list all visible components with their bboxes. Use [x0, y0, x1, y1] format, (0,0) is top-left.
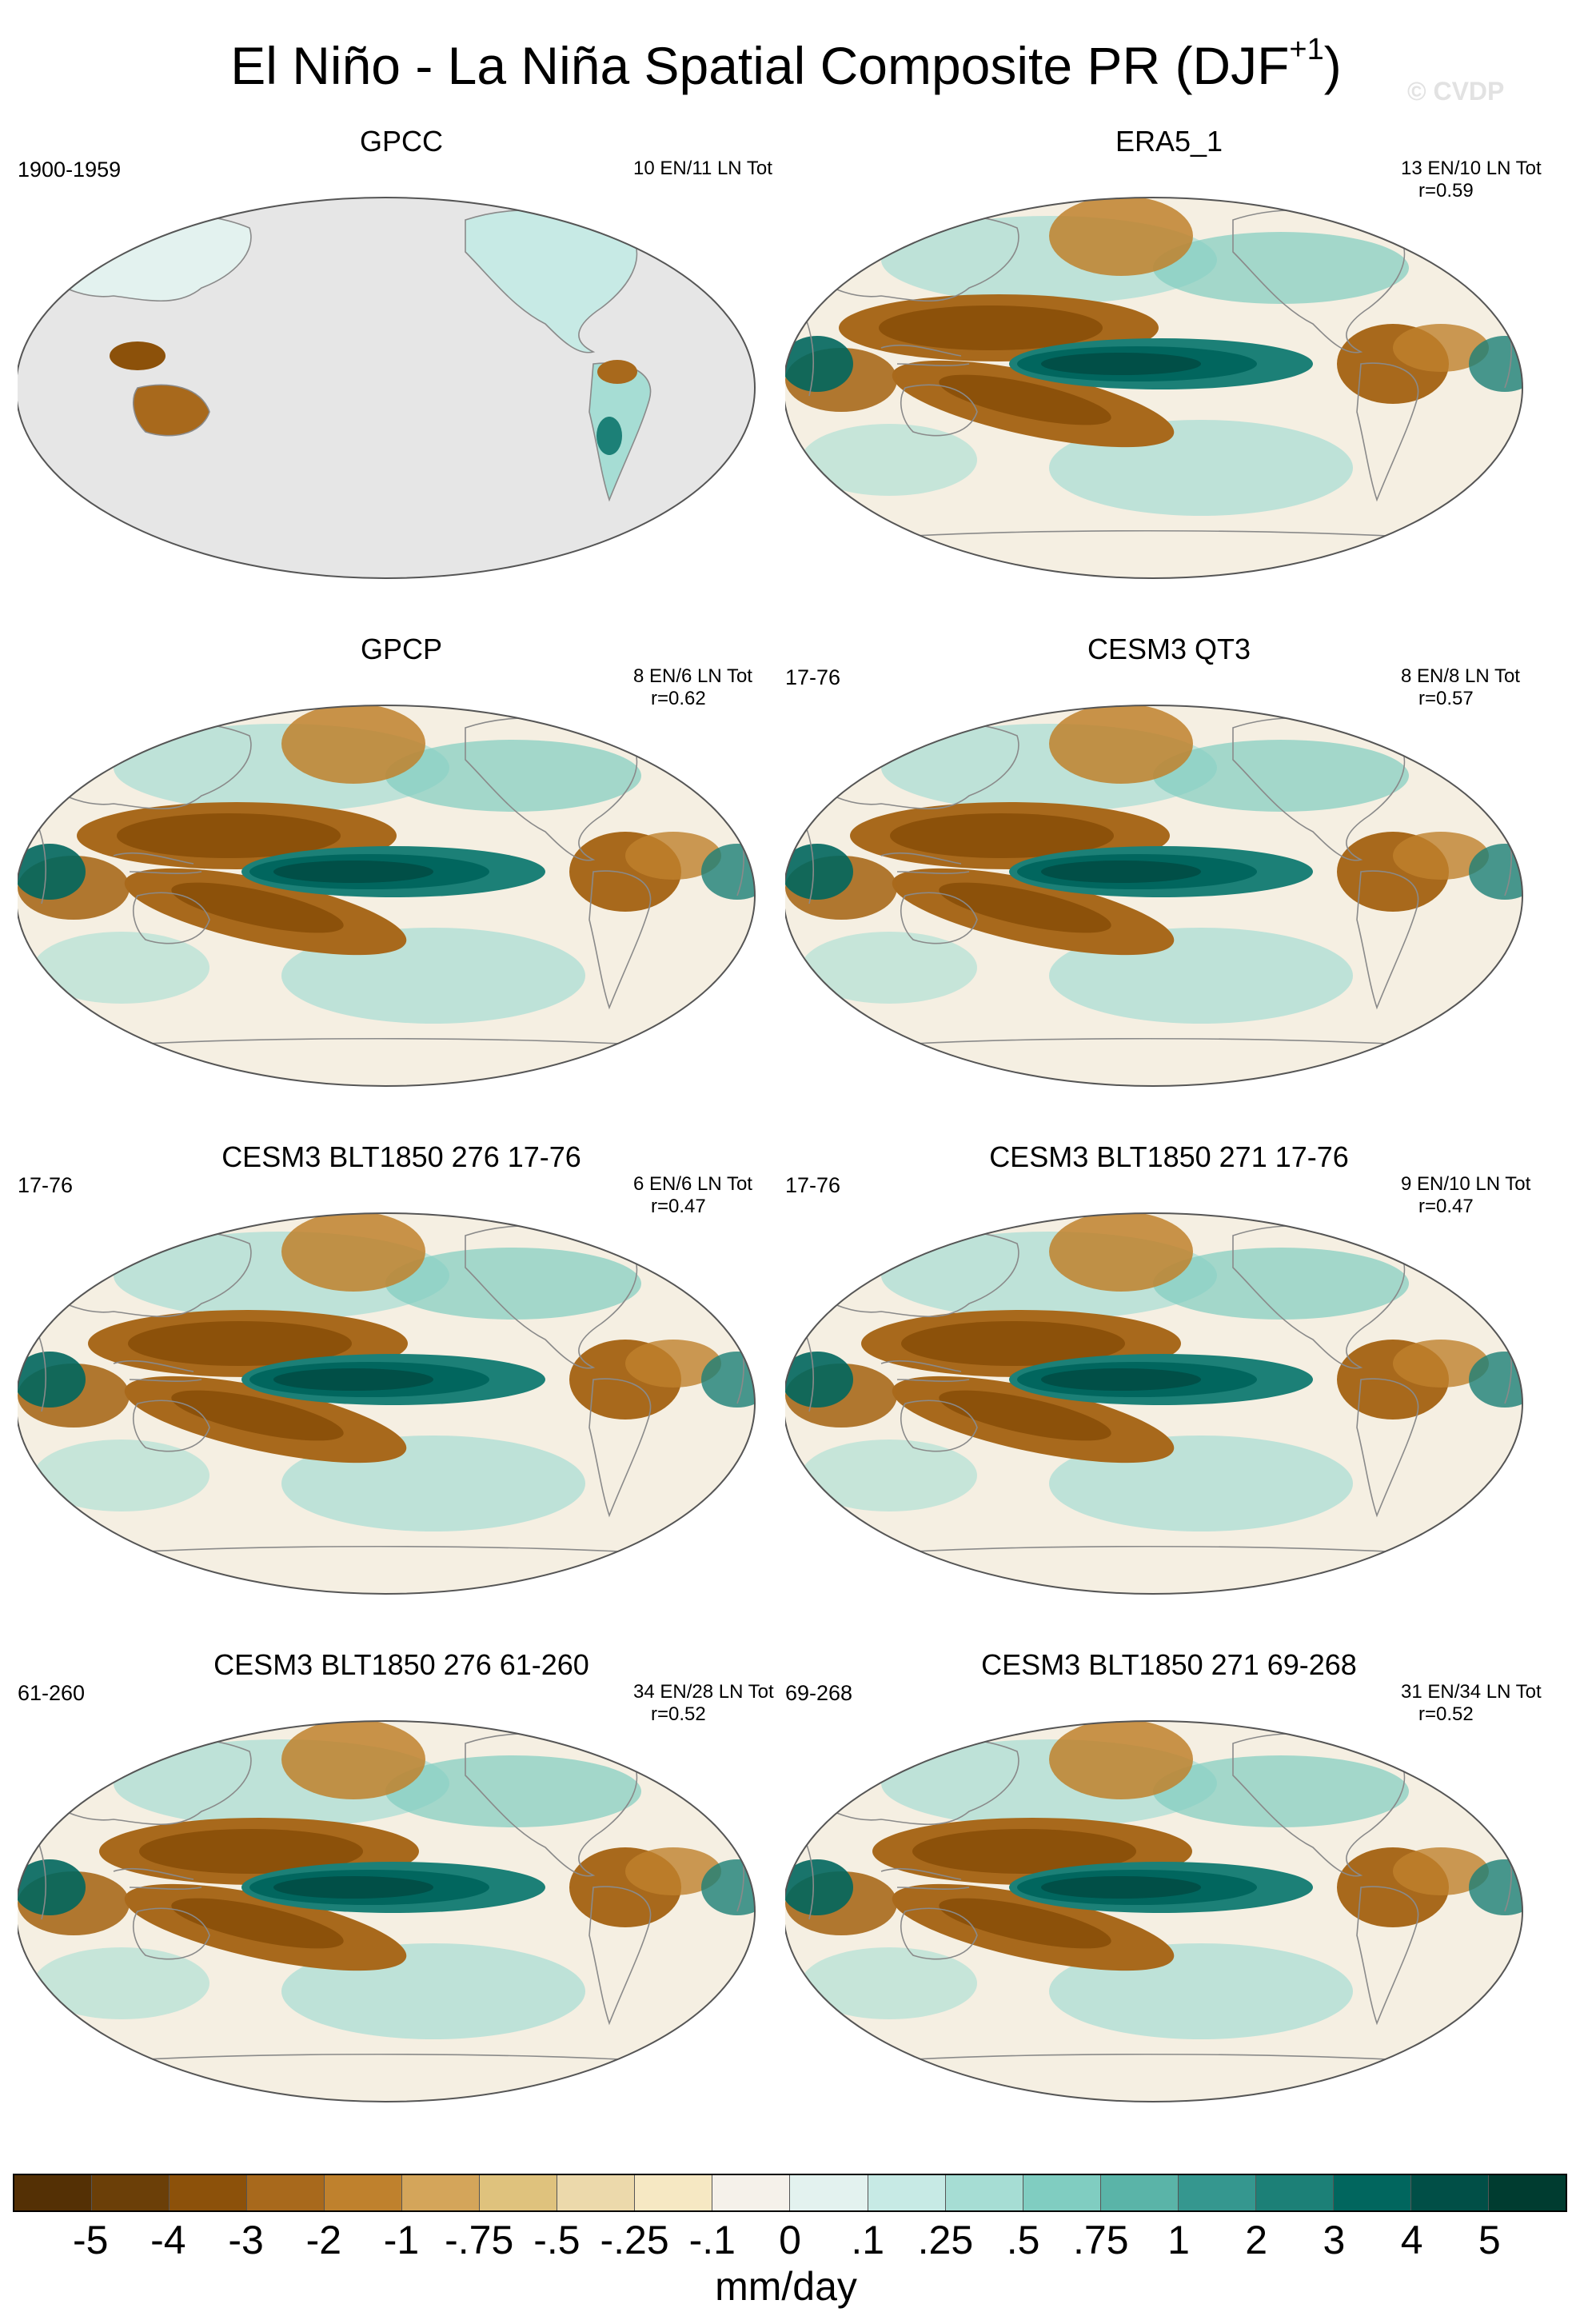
colorbar-tick-label: .5 [1006, 2218, 1040, 2262]
cvdp-watermark: © CVDP [1407, 77, 1505, 106]
colorbar-units: mm/day [715, 2264, 857, 2309]
colorbar-swatch [1410, 2175, 1489, 2210]
colorbar-tick-label: -5 [72, 2218, 109, 2262]
colorbar-swatch [712, 2175, 791, 2210]
colorbar-swatch [1255, 2175, 1334, 2210]
panel-years: 1900-1959 [18, 158, 122, 182]
colorbar-swatch [868, 2175, 946, 2210]
colorbar-swatch [1178, 2175, 1256, 2210]
colorbar-swatch [14, 2175, 93, 2210]
map-panel: CESM3 BLT1850 276 61-260 61-260 34 EN/28 L… [18, 1647, 785, 2143]
robinson-map [785, 1720, 1523, 2102]
panel-event-counts: 8 EN/6 LN Tot r=0.62 [633, 665, 785, 710]
colorbar-tick-label: -.1 [688, 2218, 736, 2262]
panel-event-counts: 8 EN/8 LN Tot r=0.57 [1401, 665, 1553, 710]
colorbar-tick-label: -1 [383, 2218, 420, 2262]
panel-years: 17-76 [18, 1173, 74, 1197]
map-panel: CESM3 BLT1850 276 17-76 17-76 6 EN/6 LN To… [18, 1140, 785, 1635]
panel-event-counts: 9 EN/10 LN Tot r=0.47 [1401, 1173, 1553, 1218]
robinson-map [785, 1212, 1523, 1595]
map-panel: GPCC 1900-1959 10 EN/11 LN Tot [18, 124, 785, 620]
panel-title: CESM3 QT3 [1087, 633, 1251, 665]
robinson-map [18, 1212, 756, 1595]
colorbar-tick-label: .75 [1073, 2218, 1129, 2262]
colorbar-tick-label: 4 [1400, 2218, 1423, 2262]
colorbar-swatch [92, 2175, 170, 2210]
colorbar-swatch [635, 2175, 713, 2210]
colorbar-tick-label: -4 [150, 2218, 186, 2262]
colorbar-swatch [170, 2175, 248, 2210]
panel-title: GPCC [359, 125, 443, 158]
event-count-text: 9 EN/10 LN Tot [1401, 1173, 1531, 1195]
event-count-text: 6 EN/6 LN Tot [633, 1173, 752, 1195]
event-count-text: 8 EN/6 LN Tot [633, 665, 752, 687]
colorbar-swatch [247, 2175, 325, 2210]
colorbar-tick-label: -2 [305, 2218, 342, 2262]
robinson-map [785, 705, 1523, 1087]
map-panel: GPCP 8 EN/6 LN Tot r=0.62 [18, 632, 785, 1128]
colorbar-tick-label: 3 [1323, 2218, 1346, 2262]
panel-event-counts: 10 EN/11 LN Tot [633, 158, 785, 180]
panel-years: 17-76 [785, 1173, 841, 1197]
colorbar-swatch [325, 2175, 403, 2210]
colorbar-tick-label: -.75 [445, 2218, 514, 2262]
colorbar-swatch [1333, 2175, 1411, 2210]
panel-title: CESM3 BLT1850 276 17-76 [221, 1140, 581, 1173]
colorbar-swatch [1488, 2175, 1566, 2210]
pattern-correlation: r=0.57 [1418, 688, 1474, 709]
colorbar-swatch [402, 2175, 481, 2210]
pattern-correlation: r=0.47 [1418, 1196, 1474, 1217]
robinson-map [18, 197, 756, 579]
panel-title: CESM3 BLT1850 271 69-268 [981, 1648, 1357, 1681]
map-panel: CESM3 BLT1850 271 17-76 17-76 9 EN/10 LN T… [785, 1140, 1553, 1635]
colorbar-tick-label: -.25 [600, 2218, 669, 2262]
colorbar-swatch [480, 2175, 558, 2210]
panel-years: 17-76 [785, 665, 841, 689]
colorbar-tick-label: -.5 [533, 2218, 581, 2262]
event-count-text: 34 EN/28 LN Tot [633, 1681, 774, 1703]
panel-years: 61-260 [18, 1681, 86, 1705]
colorbar [13, 2174, 1567, 2212]
event-count-text: 13 EN/10 LN Tot [1401, 158, 1542, 179]
map-panel: CESM3 QT3 17-76 8 EN/8 LN Tot r=0.57 [785, 632, 1553, 1128]
event-count-text: 8 EN/8 LN Tot [1401, 665, 1520, 687]
colorbar-swatch [790, 2175, 868, 2210]
colorbar-tick-label: 5 [1478, 2218, 1501, 2262]
robinson-map [785, 197, 1523, 579]
event-count-text: 31 EN/34 LN Tot [1401, 1681, 1542, 1703]
panel-event-counts: 6 EN/6 LN Tot r=0.47 [633, 1173, 785, 1218]
colorbar-swatch [1100, 2175, 1179, 2210]
panel-event-counts: 34 EN/28 LN Tot r=0.52 [633, 1681, 785, 1726]
colorbar-tick-label: .25 [917, 2218, 974, 2262]
figure-title: El Niño - La Niña Spatial Composite PR (… [230, 33, 1342, 95]
panel-event-counts: 31 EN/34 LN Tot r=0.52 [1401, 1681, 1553, 1726]
colorbar-tick-label: 2 [1245, 2218, 1268, 2262]
pattern-correlation: r=0.62 [651, 688, 706, 709]
colorbar-swatch [945, 2175, 1023, 2210]
panel-title: CESM3 BLT1850 271 17-76 [989, 1140, 1349, 1173]
panel-title: CESM3 BLT1850 276 61-260 [213, 1648, 589, 1681]
robinson-map [18, 1720, 756, 2102]
colorbar-swatch [557, 2175, 636, 2210]
panel-event-counts: 13 EN/10 LN Tot r=0.59 [1401, 158, 1553, 202]
panel-title: ERA5_1 [1115, 125, 1223, 158]
colorbar-tick-label: 0 [779, 2218, 801, 2262]
pattern-correlation: r=0.52 [1418, 1703, 1474, 1725]
event-count-text: 10 EN/11 LN Tot [633, 158, 772, 179]
colorbar-tick-label: -3 [228, 2218, 264, 2262]
map-panel: ERA5_1 13 EN/10 LN Tot r=0.59 [785, 124, 1553, 620]
colorbar-tick-label: .1 [851, 2218, 885, 2262]
panel-title: GPCP [360, 633, 443, 665]
pattern-correlation: r=0.59 [1418, 180, 1474, 202]
pattern-correlation: r=0.47 [651, 1196, 706, 1217]
robinson-map [18, 705, 756, 1087]
panel-years: 69-268 [785, 1681, 853, 1705]
colorbar-swatch [1023, 2175, 1101, 2210]
pattern-correlation: r=0.52 [651, 1703, 706, 1725]
map-panel: CESM3 BLT1850 271 69-268 69-268 31 EN/34 L… [785, 1647, 1553, 2143]
colorbar-tick-label: 1 [1167, 2218, 1190, 2262]
